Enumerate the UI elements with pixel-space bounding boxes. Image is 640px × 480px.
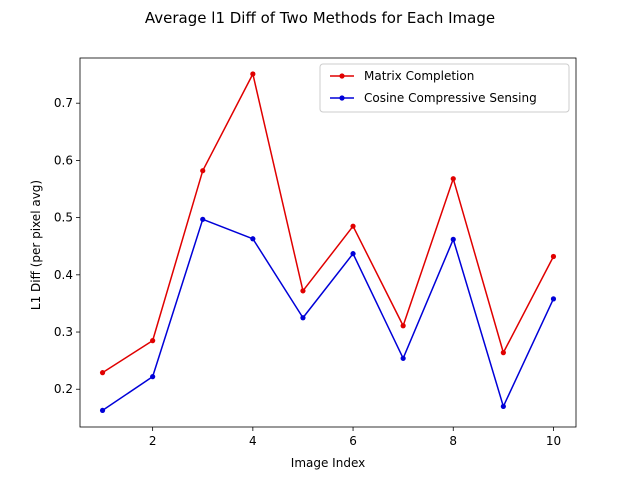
legend-swatch-marker <box>339 95 345 101</box>
series-1-point <box>150 338 156 344</box>
legend-label: Matrix Completion <box>364 69 474 83</box>
series-1-point <box>250 71 256 77</box>
series-line-2 <box>102 218 555 412</box>
chart-title: Average l1 Diff of Two Methods for Each … <box>145 9 495 27</box>
series-2-point <box>200 216 206 222</box>
y-axis-label: L1 Diff (per pixel avg) <box>29 180 43 310</box>
series-1-point <box>99 370 106 376</box>
legend: Matrix Completion Cosine Compressive Sens… <box>319 63 570 113</box>
series-line-1 <box>102 73 555 374</box>
series-1-point <box>450 176 456 182</box>
series-2-point <box>450 236 456 242</box>
y-tick-label: 0.6 <box>54 153 73 167</box>
x-tick-label: 8 <box>449 434 457 448</box>
x-axis-label: Image Index <box>291 456 365 470</box>
series-2-point <box>250 236 256 242</box>
series-2-point <box>99 407 106 414</box>
series-1-point <box>500 350 506 356</box>
x-tick-label: 6 <box>349 434 357 448</box>
series-2-point <box>500 403 506 410</box>
series-2-point <box>150 374 156 380</box>
series-2-point <box>550 296 557 302</box>
y-tick-label: 0.3 <box>54 325 73 339</box>
series-1-point <box>350 223 356 229</box>
plot-area: 2 4 6 8 10 0.2 0.3 0.4 0.5 0.6 0.7 <box>54 57 577 448</box>
legend-box <box>319 63 570 113</box>
y-tick-label: 0.5 <box>54 211 73 225</box>
y-tick-label: 0.2 <box>54 382 73 396</box>
series-2-point <box>400 355 406 361</box>
series-1-point <box>400 323 406 329</box>
y-tick-label: 0.7 <box>54 96 73 110</box>
series-1-point <box>200 168 206 174</box>
series-2-point <box>350 251 356 257</box>
series-2-point <box>300 315 306 321</box>
y-tick-label: 0.4 <box>54 268 73 282</box>
legend-swatch-marker <box>339 73 345 79</box>
x-tick-label: 2 <box>149 434 157 448</box>
series-1-point <box>300 288 306 294</box>
x-tick-label: 10 <box>546 434 561 448</box>
axes-frame <box>79 57 577 428</box>
x-tick-label: 4 <box>249 434 257 448</box>
series-1-point <box>550 253 557 260</box>
legend-label: Cosine Compressive Sensing <box>364 91 537 105</box>
